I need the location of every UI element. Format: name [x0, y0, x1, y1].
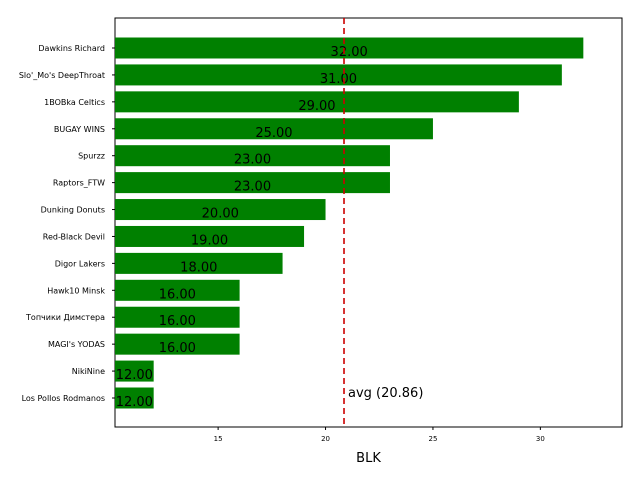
- category-label: Hawk10 Minsk: [47, 286, 105, 295]
- bar-value-label: 23.00: [234, 180, 271, 195]
- bars-group: [115, 37, 584, 409]
- x-tick-label: 30: [536, 435, 545, 443]
- bar: [115, 360, 154, 382]
- bar-value-label: 25.00: [255, 126, 292, 141]
- x-tick-label: 20: [321, 435, 330, 443]
- bar: [115, 64, 562, 86]
- bar: [115, 387, 154, 409]
- category-label: Spurzz: [78, 152, 105, 161]
- x-axis-label: BLK: [356, 451, 381, 466]
- bar: [115, 145, 390, 167]
- value-labels-group: 32.00 31.00 29.00 25.00 23.00 23.00 20.00 19.00…: [116, 45, 368, 410]
- bar-value-label: 16.00: [159, 314, 196, 329]
- plot-area: 32.00 31.00 29.00 25.00 23.00 23.00 20.00 19.00…: [19, 17, 623, 443]
- category-labels-group: Dawkins Richard Slo'_Mo's DeepThroat 1BOBk…: [19, 44, 115, 403]
- bar-value-label: 31.00: [320, 72, 357, 87]
- bar: [115, 172, 390, 194]
- x-tick-label: 25: [428, 435, 437, 443]
- category-label: NikiNine: [72, 367, 105, 376]
- average-label: avg (20.86): [348, 386, 423, 401]
- bar: [115, 252, 283, 274]
- bar: [115, 279, 240, 301]
- category-label: Топчики Димстера: [25, 313, 105, 322]
- category-label: Digor Lakers: [55, 259, 105, 268]
- bar-value-label: 20.00: [202, 207, 239, 222]
- category-label: MAGI's YODAS: [48, 340, 105, 349]
- x-ticks-group: 15 20 25 30: [214, 427, 545, 443]
- category-label: Slo'_Mo's DeepThroat: [19, 71, 105, 80]
- bar-value-label: 19.00: [191, 233, 228, 248]
- bar: [115, 225, 305, 247]
- plot-frame: [114, 17, 623, 428]
- bar-value-label: 16.00: [159, 341, 196, 356]
- bar: [115, 199, 326, 221]
- bar-value-label: 12.00: [116, 368, 153, 383]
- bar: [115, 333, 240, 355]
- bar-value-label: 12.00: [116, 395, 153, 410]
- bar-value-label: 18.00: [180, 260, 217, 275]
- bar: [115, 118, 433, 140]
- category-label: Red-Black Devil: [43, 232, 105, 241]
- bar-value-label: 16.00: [159, 287, 196, 302]
- category-label: Dawkins Richard: [38, 44, 105, 53]
- category-label: BUGAY WINS: [54, 125, 105, 134]
- bar-value-label: 23.00: [234, 153, 271, 168]
- category-label: 1BOBka Celtics: [44, 98, 105, 107]
- bar: [115, 91, 519, 113]
- bar-value-label: 29.00: [298, 99, 335, 114]
- bar-value-label: 32.00: [331, 45, 368, 60]
- category-label: Dunking Donuts: [41, 206, 105, 215]
- category-label: Raptors_FTW: [53, 179, 105, 188]
- x-tick-label: 15: [214, 435, 223, 443]
- bar: [115, 37, 584, 59]
- bar: [115, 306, 240, 328]
- category-label: Los Pollos Rodmanos: [22, 394, 105, 403]
